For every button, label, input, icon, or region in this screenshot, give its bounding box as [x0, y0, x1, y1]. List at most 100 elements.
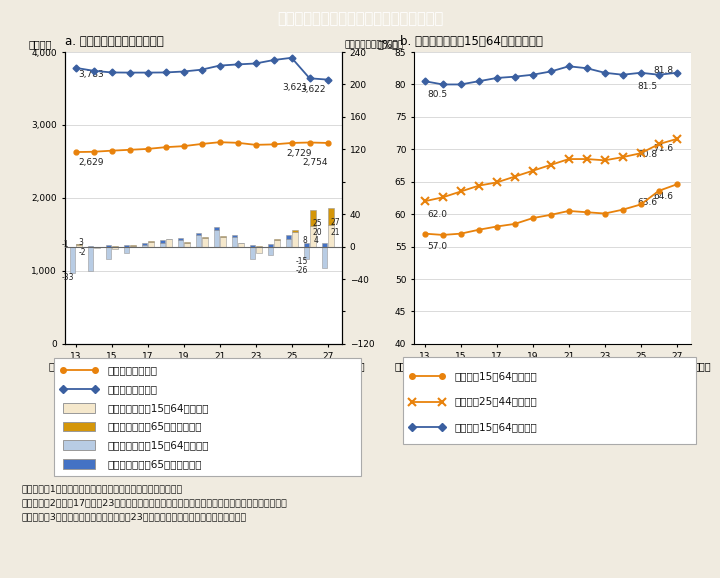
Text: 就業率（15～64歳女性）: 就業率（15～64歳女性）: [454, 371, 537, 381]
Text: 4: 4: [314, 236, 319, 246]
Bar: [220, 236, 225, 237]
Bar: [196, 235, 202, 247]
Text: 対前年増減数（15～64歳男性）: 対前年増減数（15～64歳男性）: [107, 440, 209, 450]
Bar: [232, 235, 238, 237]
Bar: [160, 243, 166, 247]
Bar: [63, 459, 95, 469]
Bar: [130, 245, 135, 246]
Text: 3: 3: [78, 238, 84, 247]
Bar: [304, 247, 310, 259]
Bar: [178, 240, 184, 247]
Text: -15: -15: [296, 257, 308, 266]
Text: 対前年増減数（65歳以上女性）: 対前年増減数（65歳以上女性）: [107, 421, 202, 431]
Text: （年）: （年）: [348, 361, 365, 372]
Bar: [106, 245, 112, 247]
Text: b. 生産年齢人口（15～64歳）の就業率: b. 生産年齢人口（15～64歳）の就業率: [400, 35, 543, 48]
Bar: [76, 244, 81, 245]
Bar: [202, 238, 207, 247]
Bar: [166, 239, 171, 247]
Bar: [250, 245, 256, 247]
Bar: [184, 243, 189, 247]
Text: 2,729: 2,729: [286, 149, 312, 158]
Bar: [112, 247, 117, 249]
Text: 3,621: 3,621: [282, 83, 308, 92]
Text: 81.5: 81.5: [637, 82, 657, 91]
Text: 2,754: 2,754: [302, 158, 328, 167]
Text: 20: 20: [312, 228, 323, 238]
Text: 64.6: 64.6: [653, 191, 673, 201]
Bar: [124, 247, 130, 253]
Bar: [63, 421, 95, 431]
Text: -2: -2: [78, 248, 86, 257]
Bar: [274, 240, 279, 247]
Text: 就業者数（男性）: 就業者数（男性）: [107, 384, 158, 394]
Bar: [88, 246, 94, 247]
Bar: [214, 231, 220, 247]
Text: -1: -1: [62, 240, 70, 250]
Bar: [250, 247, 256, 259]
Bar: [292, 232, 297, 247]
Bar: [63, 403, 95, 413]
Text: -26: -26: [296, 266, 308, 275]
Text: 平成: 平成: [48, 361, 60, 372]
Text: 63.6: 63.6: [637, 198, 657, 207]
Bar: [184, 242, 189, 243]
Bar: [238, 243, 243, 247]
Bar: [310, 227, 315, 247]
Bar: [220, 237, 225, 247]
Text: 71.6: 71.6: [653, 144, 673, 153]
Text: 81.8: 81.8: [653, 66, 673, 75]
Bar: [70, 247, 76, 273]
Bar: [256, 247, 261, 253]
Text: 3,783: 3,783: [78, 70, 104, 79]
Text: 平成: 平成: [395, 361, 406, 372]
Text: （万人）: （万人）: [29, 39, 53, 49]
Text: -33: -33: [62, 273, 75, 282]
Text: Ｉ－２－１図　就業者数及び就業率の推移: Ｉ－２－１図 就業者数及び就業率の推移: [277, 12, 443, 26]
Bar: [148, 241, 153, 242]
Bar: [304, 243, 310, 247]
Bar: [322, 247, 328, 268]
Text: （年）: （年）: [694, 361, 711, 372]
Text: 3,622: 3,622: [300, 85, 326, 94]
Text: 21: 21: [330, 228, 341, 236]
Text: （%）: （%）: [378, 39, 399, 49]
Bar: [232, 237, 238, 247]
Bar: [196, 233, 202, 235]
Text: 就業者数（女性）: 就業者数（女性）: [107, 365, 158, 375]
Bar: [322, 243, 328, 247]
Bar: [256, 246, 261, 247]
Bar: [268, 247, 274, 255]
Bar: [130, 246, 135, 247]
Text: （対前年増減数：万人）: （対前年増減数：万人）: [345, 40, 404, 49]
Bar: [148, 242, 153, 247]
Text: 25: 25: [312, 220, 323, 228]
Text: 57.0: 57.0: [428, 242, 448, 251]
Bar: [328, 225, 333, 247]
Bar: [274, 239, 279, 240]
Text: 就業率（15～64歳男性）: 就業率（15～64歳男性）: [454, 422, 537, 432]
Text: 62.0: 62.0: [428, 210, 448, 218]
Text: 対前年増減数（15～64歳女性）: 対前年増減数（15～64歳女性）: [107, 403, 209, 413]
Bar: [76, 244, 81, 247]
Bar: [142, 245, 148, 247]
Text: 80.5: 80.5: [428, 90, 448, 99]
Text: 70.8: 70.8: [637, 150, 657, 159]
FancyBboxPatch shape: [53, 358, 361, 476]
Bar: [328, 208, 333, 225]
Bar: [268, 244, 274, 247]
Bar: [112, 246, 117, 247]
Bar: [286, 235, 292, 239]
Bar: [63, 440, 95, 450]
Bar: [160, 240, 166, 243]
Bar: [142, 243, 148, 245]
Text: 2,629: 2,629: [78, 158, 104, 168]
FancyBboxPatch shape: [402, 357, 696, 444]
Bar: [202, 237, 207, 238]
Bar: [310, 210, 315, 227]
Bar: [106, 247, 112, 259]
Bar: [286, 239, 292, 247]
Text: a. 就業者数及び対前年増減数: a. 就業者数及び対前年増減数: [65, 35, 163, 48]
Text: 8: 8: [302, 236, 307, 246]
Bar: [214, 227, 220, 231]
